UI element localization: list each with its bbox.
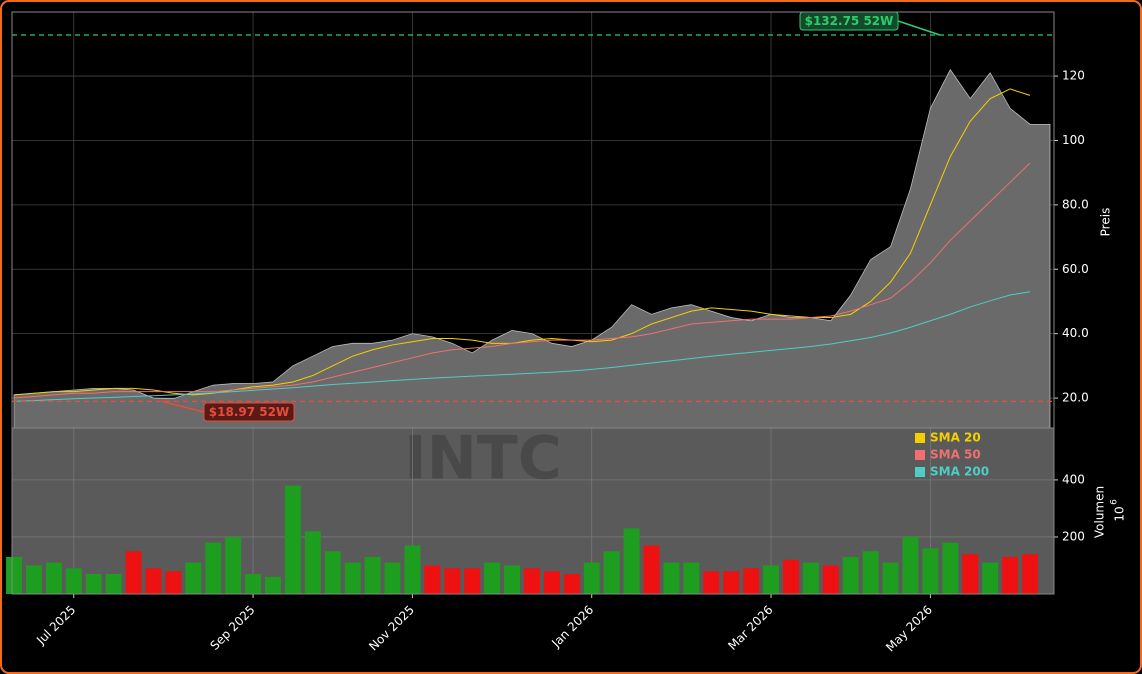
volume-bar — [185, 562, 202, 594]
volume-bar — [384, 562, 401, 594]
volume-bar — [842, 556, 859, 594]
volume-bar — [265, 576, 281, 594]
volume-bar — [563, 574, 580, 594]
volume-bar — [6, 556, 22, 594]
volume-bar — [1022, 554, 1038, 594]
annotation-arrow — [897, 20, 941, 36]
volume-bar — [464, 568, 481, 594]
volume-bar — [703, 571, 720, 594]
volume-bar — [1002, 556, 1019, 594]
volume-bar — [802, 562, 819, 594]
legend-label: SMA 200 — [930, 465, 989, 479]
legend-label: SMA 20 — [930, 431, 981, 445]
volume-bar — [225, 536, 242, 594]
volume-bar — [65, 568, 82, 594]
volume-bar — [25, 565, 42, 594]
volume-bar — [583, 562, 600, 594]
volume-bar — [922, 548, 939, 594]
y-tick-label: 80.0 — [1062, 197, 1089, 211]
legend-swatch — [915, 450, 925, 460]
volume-bar — [145, 568, 162, 594]
y-axis-label: Preis — [1099, 208, 1113, 237]
volume-bar — [444, 568, 461, 594]
volume-tick-label: 400 — [1062, 472, 1085, 486]
y-tick-label: 120 — [1062, 69, 1085, 83]
volume-bar — [523, 568, 540, 594]
legend-label: SMA 50 — [930, 448, 981, 462]
volume-bar — [85, 574, 102, 594]
volume-bar — [304, 531, 321, 594]
volume-bar — [782, 559, 799, 594]
volume-bar — [743, 568, 760, 594]
volume-bar — [165, 571, 182, 594]
volume-bar — [902, 536, 919, 594]
y-tick-label: 60.0 — [1062, 262, 1089, 276]
volume-bar — [45, 562, 62, 594]
volume-bar — [882, 562, 899, 594]
sma-line — [13, 291, 1031, 402]
volume-bar — [942, 542, 959, 594]
annotation-box — [203, 402, 295, 422]
volume-bar — [125, 551, 142, 594]
legend-swatch — [915, 467, 925, 477]
volume-bar — [723, 571, 740, 594]
volume-bar — [763, 565, 779, 594]
annotation-arrow — [161, 400, 205, 413]
watermark: INTC — [404, 424, 562, 494]
y-tick-label: 100 — [1062, 133, 1085, 147]
volume-bar — [982, 562, 999, 594]
volume-bar — [504, 565, 521, 594]
volume-bar — [205, 542, 222, 594]
annotation-label: $132.75 52W — [805, 14, 894, 28]
price-area — [13, 68, 1051, 429]
volume-scale-exponent: 6 — [1110, 499, 1120, 505]
y-tick-label: 20.0 — [1062, 391, 1089, 405]
volume-bar — [344, 562, 361, 594]
volume-bar — [324, 551, 341, 594]
legend-swatch — [915, 433, 925, 443]
volume-bar — [424, 565, 441, 594]
volume-bar — [284, 485, 301, 594]
sma-line — [13, 162, 1031, 399]
volume-bar — [105, 574, 122, 594]
volume-scale-base: 10 — [1113, 506, 1127, 521]
volume-bar — [364, 556, 381, 594]
volume-bar — [245, 574, 262, 594]
volume-bar — [603, 551, 620, 594]
volume-bar — [862, 551, 879, 594]
annotation-label: $18.97 52W — [209, 405, 289, 419]
volume-bar — [822, 565, 839, 594]
volume-bar — [663, 562, 680, 594]
volume-scale: 10 6 — [1110, 499, 1127, 522]
volume-axis-label: Volumen — [1093, 486, 1107, 538]
plot-border — [11, 11, 1055, 595]
volume-bar — [404, 545, 421, 594]
volume-tick-label: 200 — [1062, 529, 1085, 543]
volume-bar — [962, 554, 979, 594]
y-tick-label: 40.0 — [1062, 326, 1089, 340]
volume-bar — [484, 562, 501, 594]
volume-bar — [623, 528, 640, 594]
volume-bar — [543, 571, 560, 594]
volume-bar — [683, 562, 700, 594]
volume-bar — [643, 545, 660, 594]
